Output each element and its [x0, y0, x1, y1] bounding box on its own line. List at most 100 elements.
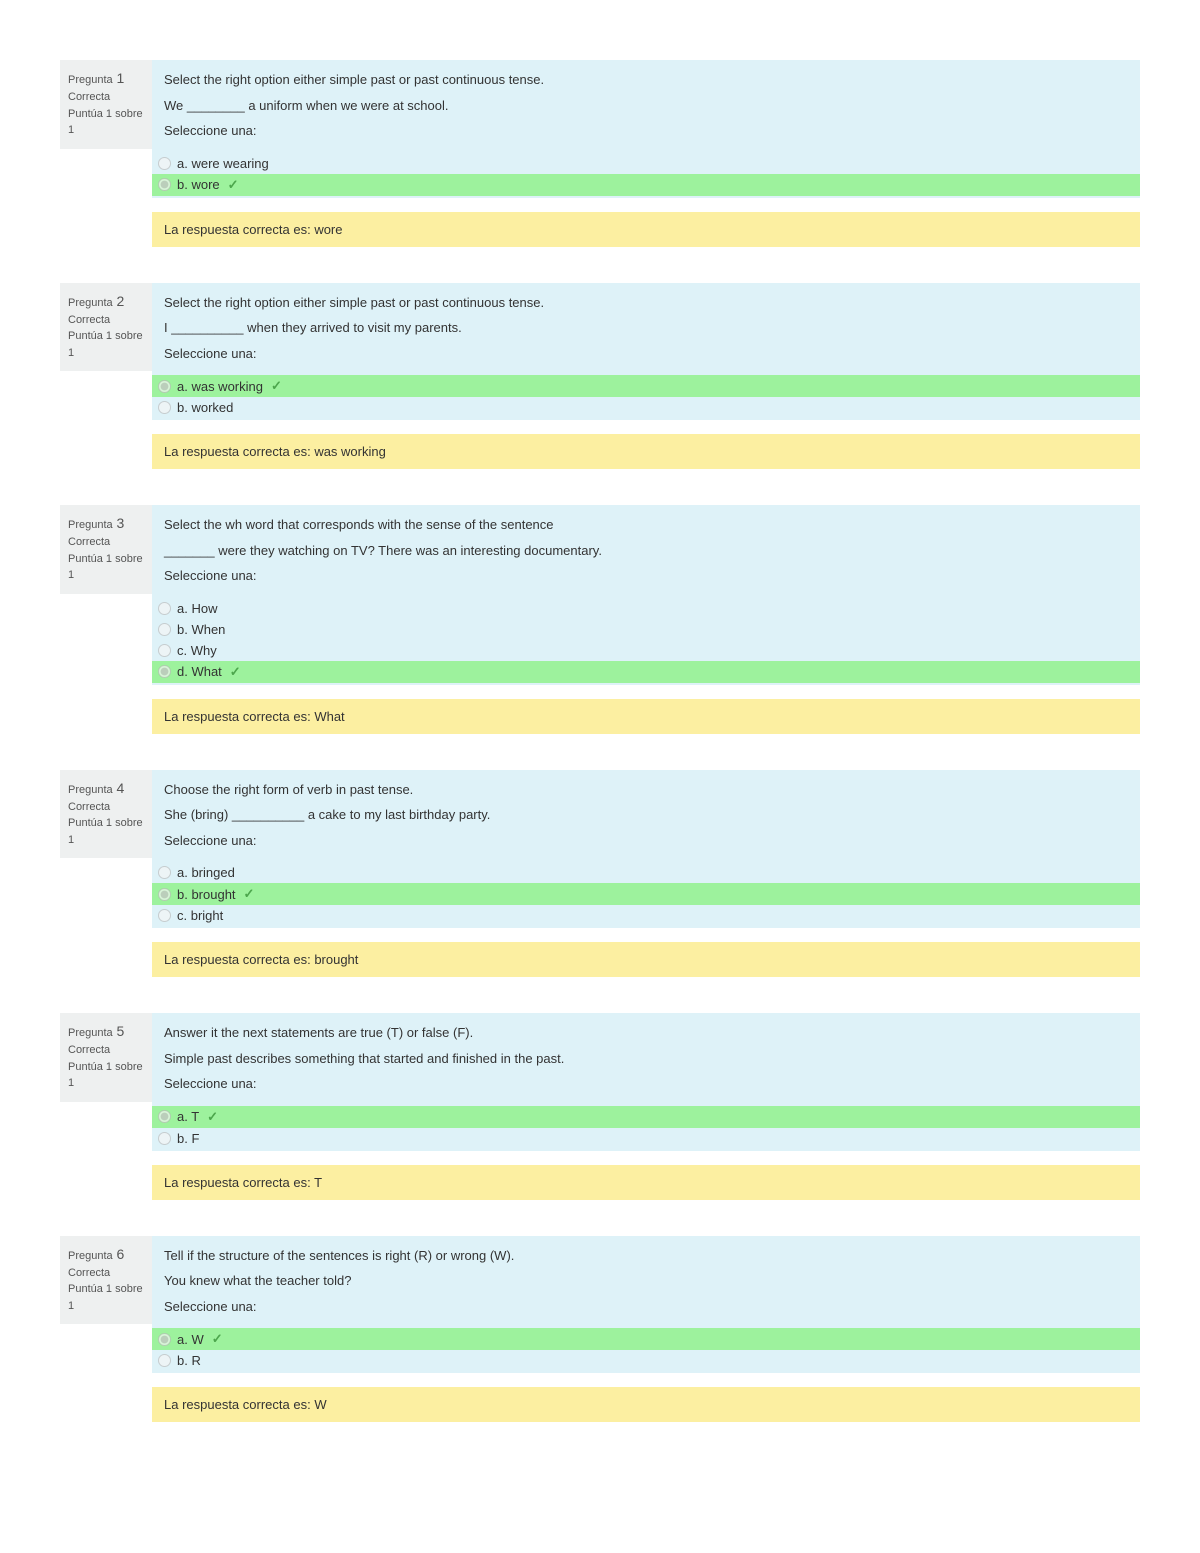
option-label[interactable]: a. was working✓ — [158, 378, 1134, 394]
feedback: La respuesta correcta es: W — [152, 1387, 1140, 1422]
options-list: a. T✓b. F — [164, 1100, 1128, 1149]
question-block: Pregunta 3CorrectaPuntúa 1 sobre 1Select… — [60, 505, 1140, 734]
question-content: Choose the right form of verb in past te… — [152, 770, 1140, 978]
question-grade: Puntúa 1 sobre 1 — [68, 106, 146, 139]
option-radio[interactable] — [158, 909, 171, 922]
feedback-prefix: La respuesta correcta es: — [164, 1175, 314, 1190]
question-info: Pregunta 4CorrectaPuntúa 1 sobre 1 — [60, 770, 152, 859]
options-list: a. Howb. Whenc. Whyd. What✓ — [164, 592, 1128, 683]
option-radio[interactable] — [158, 157, 171, 170]
question-text-line: I __________ when they arrived to visit … — [164, 318, 1128, 338]
option-row[interactable]: a. W✓ — [152, 1328, 1140, 1350]
option-row[interactable]: b. R — [152, 1350, 1140, 1371]
option-text: a. were wearing — [177, 156, 269, 171]
option-text: b. worked — [177, 400, 233, 415]
option-radio[interactable] — [158, 866, 171, 879]
feedback-prefix: La respuesta correcta es: — [164, 1397, 314, 1412]
question-content: Select the right option either simple pa… — [152, 60, 1140, 247]
feedback: La respuesta correcta es: was working — [152, 434, 1140, 469]
option-label[interactable]: a. bringed — [158, 865, 1134, 880]
question-state: Correcta — [68, 1265, 146, 1282]
spacer — [152, 420, 1140, 434]
question-text-line: You knew what the teacher told? — [164, 1271, 1128, 1291]
options-list: a. W✓b. R — [164, 1322, 1128, 1371]
option-label[interactable]: a. How — [158, 601, 1134, 616]
question-state: Correcta — [68, 1042, 146, 1059]
option-row[interactable]: a. How — [152, 598, 1140, 619]
spacer — [152, 685, 1140, 699]
option-label[interactable]: b. wore ✓ — [158, 177, 1134, 193]
option-row[interactable]: b. brought✓ — [152, 883, 1140, 905]
option-text: b. F — [177, 1131, 199, 1146]
feedback-prefix: La respuesta correcta es: — [164, 952, 314, 967]
question-text-line: Tell if the structure of the sentences i… — [164, 1246, 1128, 1266]
question-content: Select the right option either simple pa… — [152, 283, 1140, 470]
option-radio[interactable] — [158, 623, 171, 636]
formulation: Select the right option either simple pa… — [152, 60, 1140, 198]
question-grade: Puntúa 1 sobre 1 — [68, 328, 146, 361]
option-text: b. wore — [177, 177, 220, 192]
question-block: Pregunta 2CorrectaPuntúa 1 sobre 1Select… — [60, 283, 1140, 470]
option-row[interactable]: a. was working✓ — [152, 375, 1140, 397]
formulation: Answer it the next statements are true (… — [152, 1013, 1140, 1151]
option-row[interactable]: b. worked — [152, 397, 1140, 418]
option-label[interactable]: c. bright — [158, 908, 1134, 923]
feedback-answer: What — [314, 709, 344, 724]
question-state: Correcta — [68, 312, 146, 329]
option-radio[interactable] — [158, 178, 171, 191]
question-number: 4 — [113, 780, 125, 796]
formulation: Select the wh word that corresponds with… — [152, 505, 1140, 685]
option-label[interactable]: b. When — [158, 622, 1134, 637]
option-radio[interactable] — [158, 380, 171, 393]
question-label: Pregunta 2 — [68, 291, 146, 312]
option-radio[interactable] — [158, 401, 171, 414]
option-text: c. bright — [177, 908, 223, 923]
option-row[interactable]: b. F — [152, 1128, 1140, 1149]
check-icon: ✓ — [230, 664, 241, 680]
option-row[interactable]: a. bringed — [152, 862, 1140, 883]
option-label[interactable]: b. R — [158, 1353, 1134, 1368]
question-prefix: Pregunta — [68, 784, 113, 796]
option-label[interactable]: b. worked — [158, 400, 1134, 415]
option-label[interactable]: b. brought✓ — [158, 886, 1134, 902]
option-label[interactable]: a. were wearing — [158, 156, 1134, 171]
select-one-prompt: Seleccione una: — [164, 1074, 1128, 1094]
feedback-prefix: La respuesta correcta es: — [164, 222, 314, 237]
check-icon: ✓ — [228, 177, 239, 193]
question-info: Pregunta 2CorrectaPuntúa 1 sobre 1 — [60, 283, 152, 372]
question-label: Pregunta 6 — [68, 1244, 146, 1265]
question-prefix: Pregunta — [68, 1250, 113, 1262]
option-label[interactable]: a. T✓ — [158, 1109, 1134, 1125]
option-radio[interactable] — [158, 602, 171, 615]
question-text-line: Simple past describes something that sta… — [164, 1049, 1128, 1069]
option-row[interactable]: d. What✓ — [152, 661, 1140, 683]
option-label[interactable]: a. W✓ — [158, 1331, 1134, 1347]
option-radio[interactable] — [158, 888, 171, 901]
option-label[interactable]: b. F — [158, 1131, 1134, 1146]
question-prefix: Pregunta — [68, 297, 113, 309]
select-one-prompt: Seleccione una: — [164, 121, 1128, 141]
option-radio[interactable] — [158, 665, 171, 678]
option-radio[interactable] — [158, 644, 171, 657]
select-one-prompt: Seleccione una: — [164, 344, 1128, 364]
check-icon: ✓ — [244, 886, 255, 902]
option-row[interactable]: b. wore ✓ — [152, 174, 1140, 196]
question-number: 5 — [113, 1023, 125, 1039]
option-radio[interactable] — [158, 1132, 171, 1145]
question-text-line: Select the right option either simple pa… — [164, 70, 1128, 90]
option-label[interactable]: d. What✓ — [158, 664, 1134, 680]
option-radio[interactable] — [158, 1110, 171, 1123]
option-row[interactable]: c. bright — [152, 905, 1140, 926]
option-radio[interactable] — [158, 1354, 171, 1367]
option-row[interactable]: c. Why — [152, 640, 1140, 661]
check-icon: ✓ — [207, 1109, 218, 1125]
option-row[interactable]: a. T✓ — [152, 1106, 1140, 1128]
option-radio[interactable] — [158, 1333, 171, 1346]
option-row[interactable]: a. were wearing — [152, 153, 1140, 174]
option-label[interactable]: c. Why — [158, 643, 1134, 658]
question-content: Tell if the structure of the sentences i… — [152, 1236, 1140, 1423]
question-info: Pregunta 1CorrectaPuntúa 1 sobre 1 — [60, 60, 152, 149]
spacer — [152, 1151, 1140, 1165]
option-row[interactable]: b. When — [152, 619, 1140, 640]
feedback-prefix: La respuesta correcta es: — [164, 444, 314, 459]
